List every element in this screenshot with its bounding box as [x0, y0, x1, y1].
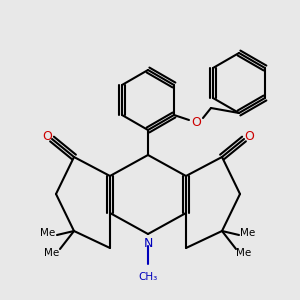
- Text: Me: Me: [236, 248, 252, 258]
- Text: Me: Me: [240, 228, 256, 238]
- Text: O: O: [191, 116, 201, 128]
- Text: Me: Me: [44, 248, 60, 258]
- Text: CH₃: CH₃: [138, 272, 158, 282]
- Text: Me: Me: [40, 228, 56, 238]
- Text: O: O: [244, 130, 254, 142]
- Text: O: O: [42, 130, 52, 142]
- Text: N: N: [143, 237, 153, 250]
